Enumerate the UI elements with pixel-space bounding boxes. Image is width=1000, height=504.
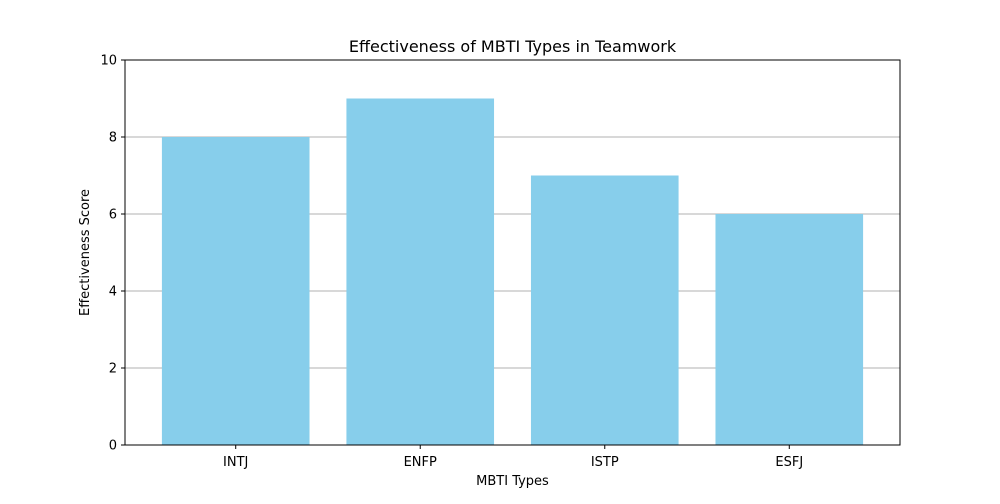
y-tick-label: 4 bbox=[109, 285, 117, 300]
plot-area-frame bbox=[124, 59, 901, 446]
x-tick-label: ENFP bbox=[404, 455, 437, 470]
bar-istp bbox=[530, 175, 679, 445]
chart-title: Effectiveness of MBTI Types in Teamwork bbox=[349, 37, 677, 56]
y-tick-label: 2 bbox=[109, 362, 117, 377]
x-axis-label: MBTI Types bbox=[476, 474, 549, 489]
y-tick-label: 0 bbox=[109, 439, 117, 454]
y-tick-label: 8 bbox=[109, 131, 117, 146]
bars bbox=[161, 98, 864, 445]
y-axis-label: Effectiveness Score bbox=[78, 189, 93, 316]
bar-intj bbox=[161, 137, 310, 445]
bar-enfp bbox=[346, 98, 495, 445]
x-axis-ticks: INTJ ENFP ISTP ESFJ bbox=[223, 445, 803, 470]
x-tick-label: INTJ bbox=[223, 455, 248, 470]
y-axis-ticks: 0 2 4 6 8 10 bbox=[100, 54, 125, 454]
bar-esfj bbox=[715, 214, 864, 445]
y-tick-label: 10 bbox=[100, 54, 117, 69]
x-tick-label: ESFJ bbox=[775, 455, 803, 470]
x-tick-label: ISTP bbox=[591, 455, 619, 470]
y-tick-label: 6 bbox=[109, 208, 117, 223]
